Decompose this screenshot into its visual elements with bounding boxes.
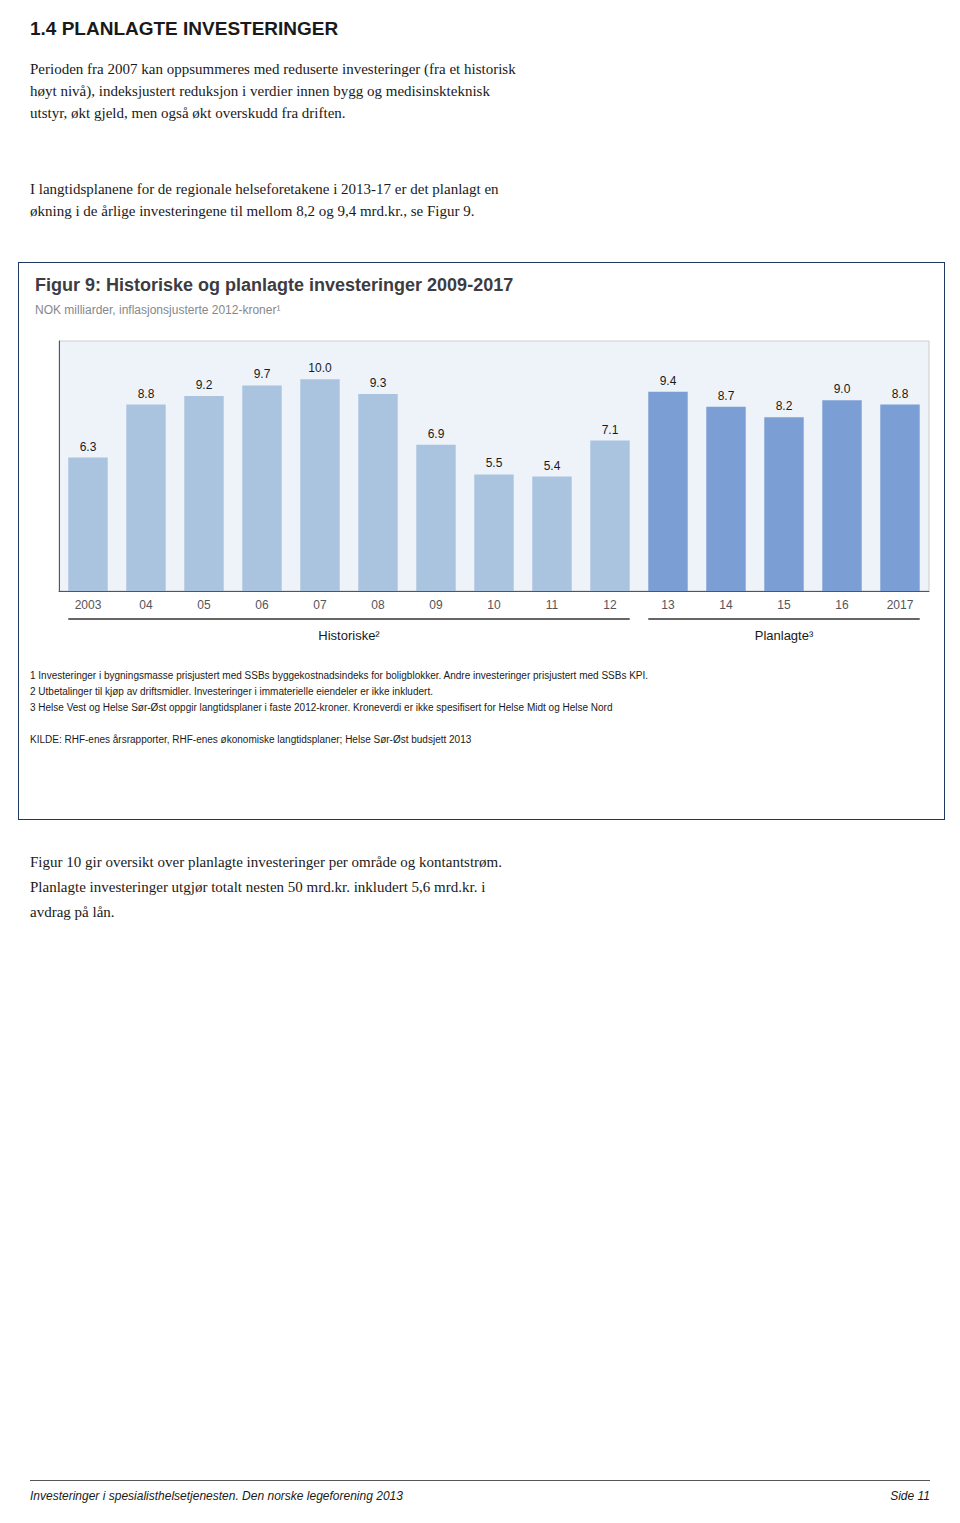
svg-text:5.4: 5.4 xyxy=(544,459,561,473)
svg-text:9.7: 9.7 xyxy=(254,367,271,381)
svg-text:Planlagte³: Planlagte³ xyxy=(755,628,814,643)
svg-text:10.0: 10.0 xyxy=(308,361,332,375)
html-text:høyt nivå), indeksjustert redu: høyt nivå), indeksjustert reduksjon i ve… xyxy=(30,83,490,99)
svg-text:05: 05 xyxy=(197,598,211,612)
svg-text:14: 14 xyxy=(719,598,733,612)
html-text:avdrag på lån.: avdrag på lån. xyxy=(30,904,115,920)
svg-text:09: 09 xyxy=(429,598,443,612)
svg-text:08: 08 xyxy=(371,598,385,612)
svg-text:6.3: 6.3 xyxy=(80,440,97,454)
svg-text:10: 10 xyxy=(487,598,501,612)
svg-text:8.8: 8.8 xyxy=(892,387,909,401)
html-text:1 Investeringer i bygningsmass: 1 Investeringer i bygningsmasse prisjust… xyxy=(30,670,649,681)
svg-text:9.0: 9.0 xyxy=(834,382,851,396)
html-text:Planlagte investeringer utgjør: Planlagte investeringer utgjør totalt ne… xyxy=(30,879,486,895)
html-text:KILDE: RHF-enes årsrapporter,: KILDE: RHF-enes årsrapporter, RHF-enes ø… xyxy=(30,734,472,745)
html-text:2 Utbetalinger til kjøp av dri: 2 Utbetalinger til kjøp av driftsmidler.… xyxy=(30,686,433,697)
svg-text:15: 15 xyxy=(777,598,791,612)
svg-text:Figur 9: Historiske og planlag: Figur 9: Historiske og planlagte investe… xyxy=(35,275,513,295)
html-text:Figur 10 gir oversikt over pla: Figur 10 gir oversikt over planlagte inv… xyxy=(30,854,502,870)
svg-text:8.8: 8.8 xyxy=(138,387,155,401)
html-text:økning i de årlige investering: økning i de årlige investeringene til me… xyxy=(30,203,475,219)
html-text:Investeringer i spesialisthels: Investeringer i spesialisthelsetjenesten… xyxy=(30,1489,403,1503)
svg-text:16: 16 xyxy=(835,598,849,612)
svg-text:7.1: 7.1 xyxy=(602,423,619,437)
svg-text:8.2: 8.2 xyxy=(776,399,793,413)
svg-text:07: 07 xyxy=(313,598,327,612)
html-text:1.4 PLANLAGTE INVESTERINGER: 1.4 PLANLAGTE INVESTERINGER xyxy=(30,18,339,39)
svg-text:5.5: 5.5 xyxy=(486,456,503,470)
svg-text:12: 12 xyxy=(603,598,617,612)
svg-text:8.7: 8.7 xyxy=(718,389,735,403)
html-text:I langtidsplanene for de regio: I langtidsplanene for de regionale helse… xyxy=(30,181,499,197)
svg-text:6.9: 6.9 xyxy=(428,427,445,441)
svg-text:13: 13 xyxy=(661,598,675,612)
html-text:Perioden fra 2007 kan oppsumme: Perioden fra 2007 kan oppsummeres med re… xyxy=(30,61,516,77)
svg-text:04: 04 xyxy=(139,598,153,612)
html-text:Side 11: Side 11 xyxy=(890,1489,930,1503)
svg-text:Historiske²: Historiske² xyxy=(318,628,380,643)
svg-text:9.2: 9.2 xyxy=(196,378,213,392)
svg-text:NOK milliarder, inflasjonsjust: NOK milliarder, inflasjonsjusterte 2012-… xyxy=(35,303,280,317)
svg-text:11: 11 xyxy=(546,598,559,612)
svg-text:06: 06 xyxy=(255,598,269,612)
html-text:utstyr, økt gjeld, men også øk: utstyr, økt gjeld, men også økt overskud… xyxy=(30,105,346,121)
svg-text:2017: 2017 xyxy=(887,598,914,612)
svg-text:9.4: 9.4 xyxy=(660,374,677,388)
html-text:3 Helse Vest og Helse Sør-Øst: 3 Helse Vest og Helse Sør-Øst oppgir lan… xyxy=(30,702,613,713)
svg-text:2003: 2003 xyxy=(75,598,102,612)
svg-text:9.3: 9.3 xyxy=(370,376,387,390)
